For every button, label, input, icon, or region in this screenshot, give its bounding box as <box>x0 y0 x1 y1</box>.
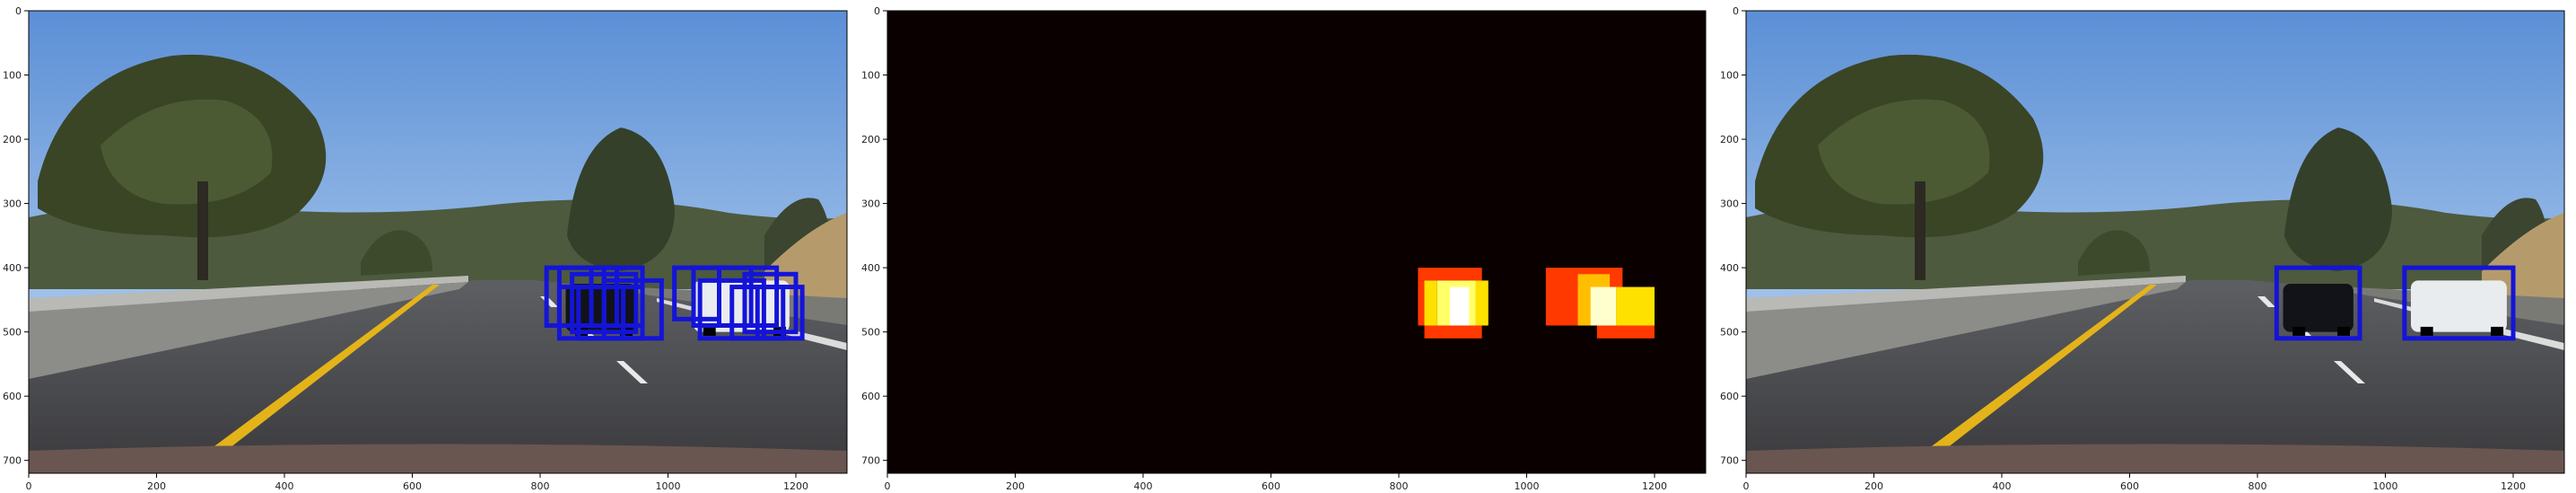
y-tick-label: 300 <box>1720 198 1739 210</box>
y-tick-label: 300 <box>861 198 880 210</box>
heatmap-cell <box>1418 268 1482 281</box>
y-tick-label: 400 <box>3 262 22 274</box>
heatmap-cell <box>1424 280 1437 326</box>
y-ticks: 0 100 200 300 400 500 600 700 <box>861 5 887 467</box>
car-wheel <box>2420 326 2433 336</box>
y-tick-label: 100 <box>3 70 22 82</box>
bounding-box <box>601 277 664 341</box>
x-tick-label: 0 <box>26 480 32 492</box>
x-ticks: 0 200 400 600 800 1000 1200 <box>1743 473 2526 492</box>
axes-frame <box>1745 10 2565 474</box>
y-tick-label: 200 <box>3 134 22 145</box>
x-tick-label: 1000 <box>656 480 681 492</box>
car-wheel <box>703 326 716 336</box>
panel-final: 0 200 400 600 800 1000 1200 0 100 200 300 400 500 60… <box>1720 5 2565 492</box>
x-tick-label: 200 <box>1864 480 1883 492</box>
y-tick-label: 200 <box>861 134 880 145</box>
heatmap-cell <box>1596 325 1655 339</box>
heatmap-cell <box>1418 280 1425 326</box>
car-silhouette <box>2283 283 2353 332</box>
road-image <box>1746 11 2564 473</box>
heatmap-cells <box>1418 268 1655 339</box>
car-silhouette <box>2411 280 2507 332</box>
x-tick-label: 1000 <box>1515 480 1540 492</box>
x-tick-label: 1200 <box>1642 480 1667 492</box>
x-tick-label: 0 <box>1743 480 1750 492</box>
heatmap-cell <box>1616 286 1655 332</box>
axes-frame <box>28 10 848 474</box>
y-tick-label: 100 <box>1720 70 1739 82</box>
panel-detections: 0 200 400 600 800 1000 1200 0 100 200 300 400 500 60… <box>3 5 848 492</box>
y-tick-label: 100 <box>861 70 880 82</box>
x-tick-label: 400 <box>1134 480 1153 492</box>
y-tick-label: 300 <box>3 198 22 210</box>
y-ticks: 0 100 200 300 400 500 600 700 <box>1720 5 1746 467</box>
x-tick-label: 1000 <box>2373 480 2398 492</box>
panel-heatmap: 0 200 400 600 800 1000 1200 0 100 200 300 400 500 60… <box>861 5 1707 492</box>
x-tick-label: 800 <box>2249 480 2267 492</box>
y-tick-label: 700 <box>3 455 22 467</box>
heatmap-cell <box>1424 325 1482 339</box>
x-tick-label: 1200 <box>2501 480 2526 492</box>
y-tick-label: 0 <box>1733 5 1739 17</box>
bounding-box <box>2274 265 2362 341</box>
x-tick-label: 200 <box>147 480 166 492</box>
bounding-box <box>2402 265 2516 341</box>
heatmap-cell <box>1590 286 1617 326</box>
y-ticks: 0 100 200 300 400 500 600 700 <box>3 5 29 467</box>
x-ticks: 0 200 400 600 800 1000 1200 <box>26 473 808 492</box>
heatmap-cell <box>1450 286 1470 326</box>
y-tick-label: 700 <box>1720 455 1739 467</box>
y-tick-label: 700 <box>861 455 880 467</box>
y-tick-label: 600 <box>1720 391 1739 402</box>
x-tick-label: 800 <box>1390 480 1409 492</box>
y-tick-label: 500 <box>1720 327 1739 339</box>
detection-boxes <box>2274 265 2516 341</box>
x-ticks: 0 200 400 600 800 1000 1200 <box>885 473 1667 492</box>
x-tick-label: 400 <box>275 480 294 492</box>
heatmap-cell <box>1475 280 1489 326</box>
x-tick-label: 200 <box>1006 480 1025 492</box>
car-wheel <box>2292 326 2306 336</box>
x-tick-label: 800 <box>531 480 550 492</box>
car-wheel <box>2491 326 2504 336</box>
y-tick-label: 600 <box>3 391 22 402</box>
y-tick-label: 400 <box>1720 262 1739 274</box>
y-tick-label: 500 <box>3 327 22 339</box>
x-tick-label: 600 <box>403 480 422 492</box>
x-tick-label: 1200 <box>783 480 808 492</box>
y-tick-label: 500 <box>861 327 880 339</box>
y-tick-label: 200 <box>1720 134 1739 145</box>
axes-frame <box>886 10 1707 474</box>
y-tick-label: 600 <box>861 391 880 402</box>
y-tick-label: 0 <box>874 5 880 17</box>
x-tick-label: 0 <box>885 480 891 492</box>
detection-boxes <box>544 265 805 341</box>
bounding-box <box>742 271 799 335</box>
heatmap-background <box>887 11 1706 473</box>
bounding-box <box>717 265 780 328</box>
car-silhouettes <box>2283 280 2507 336</box>
x-tick-label: 400 <box>1993 480 2012 492</box>
bounding-box <box>729 285 786 341</box>
x-tick-label: 600 <box>2120 480 2139 492</box>
y-tick-label: 0 <box>15 5 22 17</box>
car-wheel <box>2337 326 2351 336</box>
y-tick-label: 400 <box>861 262 880 274</box>
x-tick-label: 600 <box>1262 480 1280 492</box>
road-image <box>29 11 847 473</box>
